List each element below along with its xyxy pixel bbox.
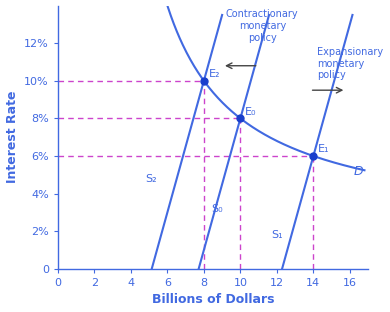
Text: S₂: S₂ <box>145 173 157 183</box>
Text: Expansionary
monetary
policy: Expansionary monetary policy <box>317 47 383 80</box>
Text: Contractionary
monetary
policy: Contractionary monetary policy <box>226 9 299 42</box>
Text: D: D <box>353 164 363 178</box>
Text: S₀: S₀ <box>211 204 222 214</box>
Text: S₁: S₁ <box>271 230 283 240</box>
Text: E₁: E₁ <box>318 144 330 154</box>
Text: E₂: E₂ <box>208 69 220 79</box>
Y-axis label: Interest Rate: Interest Rate <box>5 91 19 183</box>
Text: E₀: E₀ <box>245 106 257 116</box>
X-axis label: Billions of Dollars: Billions of Dollars <box>152 294 274 306</box>
